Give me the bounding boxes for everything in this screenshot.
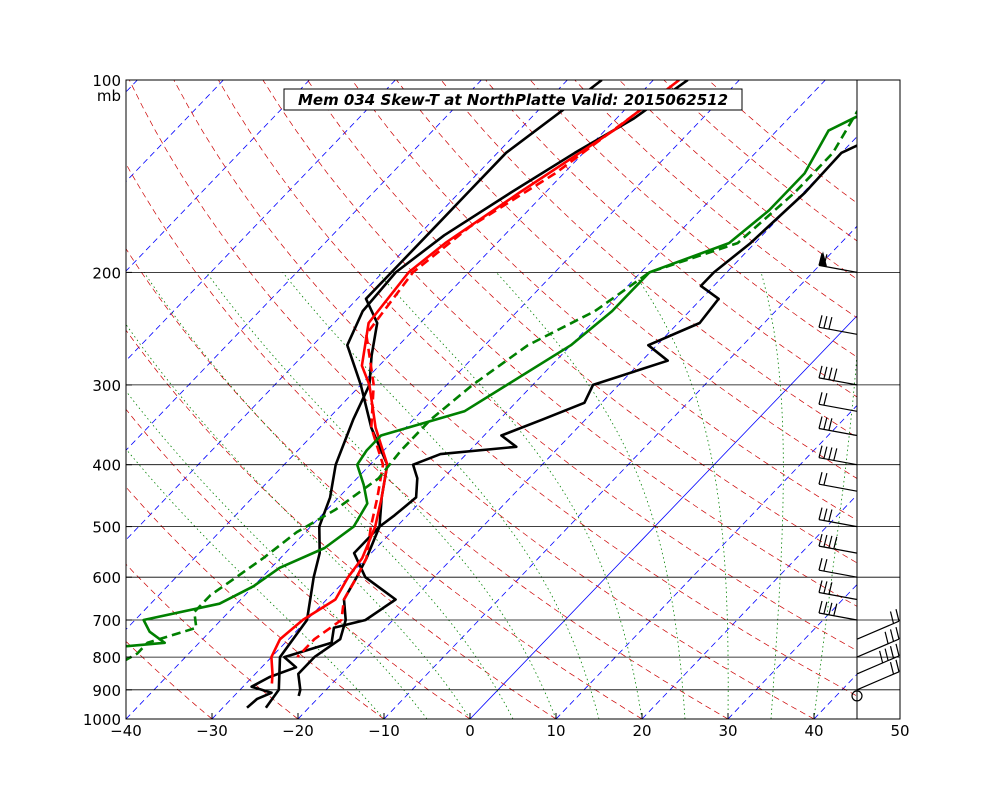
isotherm-line [126, 80, 740, 719]
wind-barb [818, 315, 858, 335]
wind-barb [818, 580, 858, 601]
y-tick-label: 100 [92, 72, 121, 90]
title-box [283, 88, 743, 111]
x-tick-label: 50 [890, 722, 909, 740]
temperature-series-line [270, 80, 680, 684]
dry-adiabat-line [126, 163, 729, 719]
dry-adiabat-line [126, 486, 385, 719]
isotherm-line [297, 136, 857, 719]
wind-barb [856, 626, 900, 658]
wind-barb [856, 643, 900, 675]
wind-barb [818, 472, 858, 492]
isotherm-line [126, 80, 482, 451]
x-tick-label: −30 [196, 722, 228, 740]
moist-adiabat-line [632, 272, 729, 719]
profile-series [126, 80, 857, 709]
y-axis-unit: mb [97, 87, 121, 105]
y-tick-label: 600 [92, 569, 121, 587]
wind-barb [818, 445, 858, 466]
dry-adiabat-line [396, 80, 857, 479]
dry-adiabat-line [173, 80, 857, 697]
isotherm-line [126, 80, 568, 541]
dry-adiabat-line [485, 80, 857, 398]
y-tick-label: 700 [92, 612, 121, 630]
dewpoint-series-line [126, 115, 857, 648]
temperature-series-line [296, 105, 646, 659]
y-tick-label: 300 [92, 377, 121, 395]
temperature-series-line [264, 80, 603, 709]
x-tick-label: −40 [110, 722, 142, 740]
wind-barb [856, 609, 900, 640]
chart-title: Mem 034 Skew-T at NorthPlatte Valid: 201… [298, 91, 728, 109]
x-tick-label: 40 [804, 722, 823, 740]
x-tick-label: 30 [718, 722, 737, 740]
y-tick-label: 800 [92, 649, 121, 667]
wind-barb [818, 558, 858, 578]
moist-adiabat-line [143, 272, 514, 719]
moist-adiabat-line [377, 272, 643, 719]
dry-adiabat-line [126, 563, 299, 719]
y-tick-label: 500 [92, 519, 121, 537]
wind-barb [818, 416, 858, 437]
dry-adiabat-line [126, 248, 643, 719]
wind-barb [818, 507, 858, 528]
dry-adiabat-line [262, 80, 857, 607]
y-tick-label: 1000 [83, 711, 121, 729]
dewpoint-series-line [126, 109, 857, 662]
wind-barb [818, 365, 858, 386]
wind-barb [818, 392, 858, 412]
isobar-grid [126, 271, 900, 691]
dry-adiabat-line [128, 80, 815, 719]
wind-barb [856, 659, 900, 691]
isotherm-line [469, 315, 857, 719]
dry-adiabat-line [218, 80, 857, 652]
temperature-series-line [246, 144, 857, 709]
plot-frame [125, 79, 901, 720]
dry-adiabat-line [307, 80, 857, 564]
y-axis: 100 200 300 400 500 600 700 800 900 1000 [83, 72, 132, 729]
y-tick-label: 200 [92, 264, 121, 282]
dry-adiabat-line [126, 329, 557, 719]
y-tick-label: 400 [92, 457, 121, 475]
y-tick-label: 900 [92, 682, 121, 700]
wind-barb [818, 600, 858, 621]
isotherm-line [126, 80, 654, 630]
x-axis: −40 −30 −20 −10 0 10 20 30 40 50 [110, 713, 910, 740]
isotherm-line [211, 80, 826, 719]
x-tick-label: 20 [632, 722, 651, 740]
x-tick-label: 10 [546, 722, 565, 740]
moist-adiabat-line [813, 349, 857, 719]
x-tick-label: −10 [368, 722, 400, 740]
wind-barb-column [818, 251, 900, 702]
wind-barb [818, 251, 858, 273]
isotherm-line [383, 225, 857, 719]
x-tick-label: −20 [282, 722, 314, 740]
wind-barb [818, 533, 858, 554]
x-tick-label: 0 [465, 722, 475, 740]
